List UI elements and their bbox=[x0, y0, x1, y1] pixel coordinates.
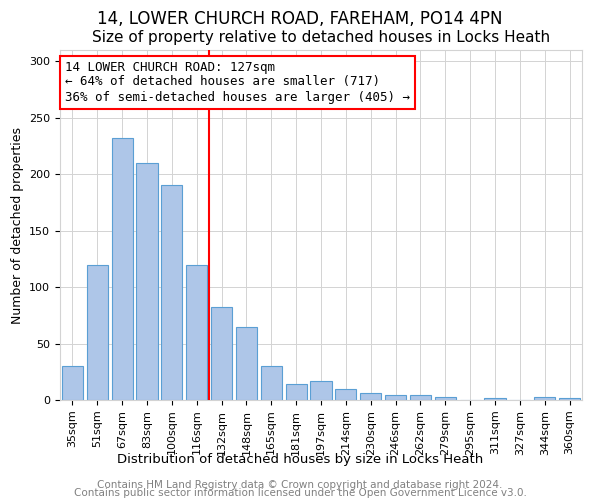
Bar bbox=[484, 398, 506, 400]
Bar bbox=[410, 396, 431, 400]
Text: Contains HM Land Registry data © Crown copyright and database right 2024.: Contains HM Land Registry data © Crown c… bbox=[97, 480, 503, 490]
Bar bbox=[335, 388, 356, 400]
Bar bbox=[236, 326, 257, 400]
Bar bbox=[112, 138, 133, 400]
Bar bbox=[385, 396, 406, 400]
Bar bbox=[435, 396, 456, 400]
Bar bbox=[310, 381, 332, 400]
Bar bbox=[87, 264, 108, 400]
Text: 14 LOWER CHURCH ROAD: 127sqm
← 64% of detached houses are smaller (717)
36% of s: 14 LOWER CHURCH ROAD: 127sqm ← 64% of de… bbox=[65, 60, 410, 104]
Text: Contains public sector information licensed under the Open Government Licence v3: Contains public sector information licen… bbox=[74, 488, 526, 498]
Title: Size of property relative to detached houses in Locks Heath: Size of property relative to detached ho… bbox=[92, 30, 550, 44]
Bar bbox=[62, 366, 83, 400]
Bar bbox=[286, 384, 307, 400]
Text: 14, LOWER CHURCH ROAD, FAREHAM, PO14 4PN: 14, LOWER CHURCH ROAD, FAREHAM, PO14 4PN bbox=[97, 10, 503, 28]
Bar bbox=[186, 264, 207, 400]
Bar bbox=[211, 308, 232, 400]
Bar bbox=[261, 366, 282, 400]
Bar bbox=[559, 398, 580, 400]
Y-axis label: Number of detached properties: Number of detached properties bbox=[11, 126, 23, 324]
Bar bbox=[534, 396, 555, 400]
Text: Distribution of detached houses by size in Locks Heath: Distribution of detached houses by size … bbox=[117, 452, 483, 466]
Bar bbox=[360, 393, 381, 400]
Bar bbox=[161, 186, 182, 400]
Bar bbox=[136, 163, 158, 400]
